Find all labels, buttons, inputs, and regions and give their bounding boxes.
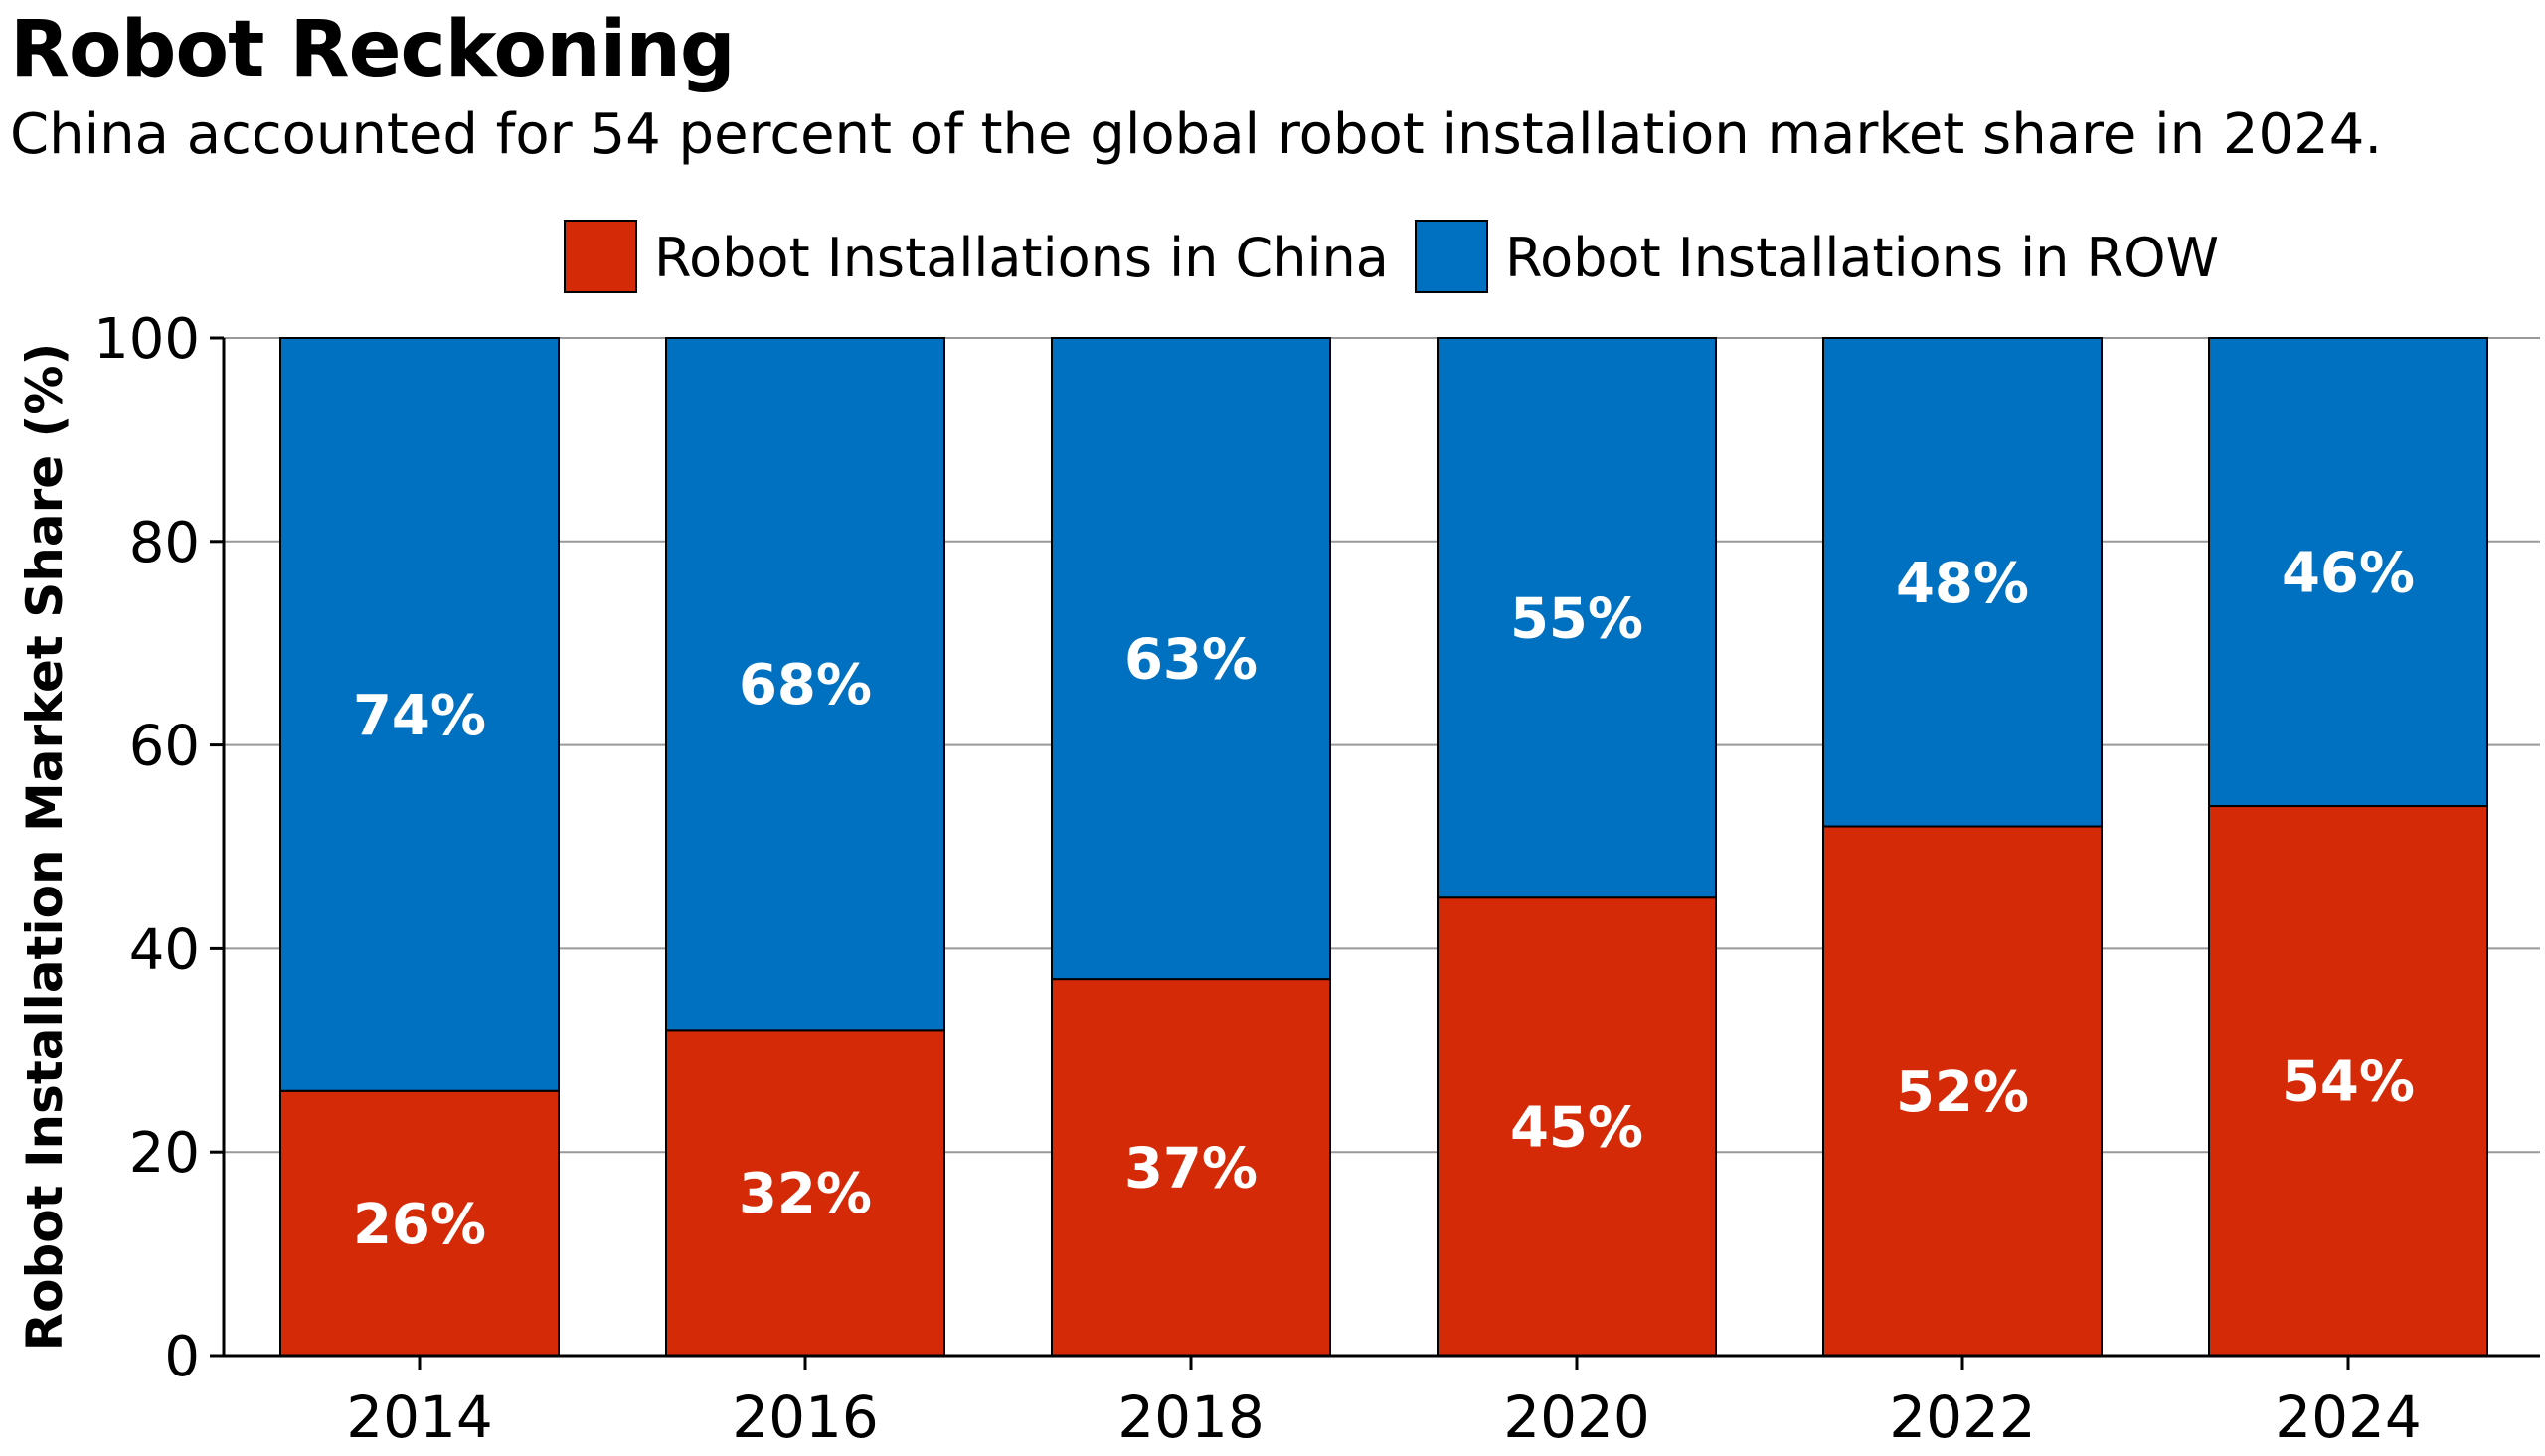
legend-swatch-row xyxy=(1415,220,1488,293)
value-labels: 26% 74% 32% 68% 37% 63% 45% 55% 52% 48% 54% 46% xyxy=(353,542,2415,1257)
x-tick-label: 2022 xyxy=(1889,1383,2036,1451)
bar-row-2022 xyxy=(1822,337,2103,828)
value-label-china-2024: 54% xyxy=(2282,1051,2415,1115)
y-tick-label: 40 xyxy=(129,917,200,982)
bar-row-2018 xyxy=(1051,337,1331,981)
gridlines xyxy=(224,337,2540,1154)
value-label-china-2022: 52% xyxy=(1896,1060,2029,1125)
x-tick-label: 2018 xyxy=(1117,1383,1265,1451)
value-label-china-2014: 26% xyxy=(353,1193,486,1257)
value-label-row-2018: 63% xyxy=(1124,628,1258,693)
x-tick-label: 2024 xyxy=(2275,1383,2422,1451)
value-label-row-2014: 74% xyxy=(353,684,486,748)
y-axis-title: Robot Installation Market Share (%) xyxy=(16,343,74,1352)
legend: Robot Installations in China Robot Insta… xyxy=(564,220,2219,293)
bars xyxy=(279,337,2488,1357)
bar-china-2014 xyxy=(279,1089,560,1357)
value-label-china-2018: 37% xyxy=(1124,1137,1258,1202)
axes: 0 20 40 60 80 100 2014 2016 2018 2020 2022 2024 xyxy=(93,307,2540,1451)
y-tick-label: 100 xyxy=(93,307,200,372)
x-tick-label: 2020 xyxy=(1503,1383,1650,1451)
bar-china-2024 xyxy=(2208,805,2488,1357)
chart-subtitle: China accounted for 54 percent of the gl… xyxy=(10,102,2383,167)
x-tick-label: 2016 xyxy=(732,1383,879,1451)
value-label-row-2020: 55% xyxy=(1510,587,1643,652)
legend-swatch-china xyxy=(564,220,637,293)
bar-row-2020 xyxy=(1437,337,1717,899)
legend-label-row: Robot Installations in ROW xyxy=(1505,227,2219,289)
chart-title: Robot Reckoning xyxy=(10,5,736,94)
bar-row-2024 xyxy=(2208,337,2488,808)
value-label-china-2020: 45% xyxy=(1510,1096,1643,1161)
bar-china-2020 xyxy=(1437,896,1717,1357)
bar-china-2018 xyxy=(1051,978,1331,1357)
y-tick-label: 0 xyxy=(164,1325,200,1389)
value-label-row-2016: 68% xyxy=(739,653,872,718)
value-label-row-2022: 48% xyxy=(1896,552,2029,616)
y-tick-label: 20 xyxy=(129,1121,200,1186)
value-label-china-2016: 32% xyxy=(739,1162,872,1226)
legend-label-china: Robot Installations in China xyxy=(654,227,1389,289)
y-tick-label: 80 xyxy=(129,511,200,575)
bar-china-2016 xyxy=(665,1029,945,1357)
value-label-row-2024: 46% xyxy=(2282,542,2415,606)
y-tick-label: 60 xyxy=(129,715,200,779)
x-tick-label: 2014 xyxy=(346,1383,493,1451)
bar-row-2016 xyxy=(665,337,945,1032)
bar-row-2014 xyxy=(279,337,560,1092)
bar-china-2022 xyxy=(1822,825,2103,1357)
